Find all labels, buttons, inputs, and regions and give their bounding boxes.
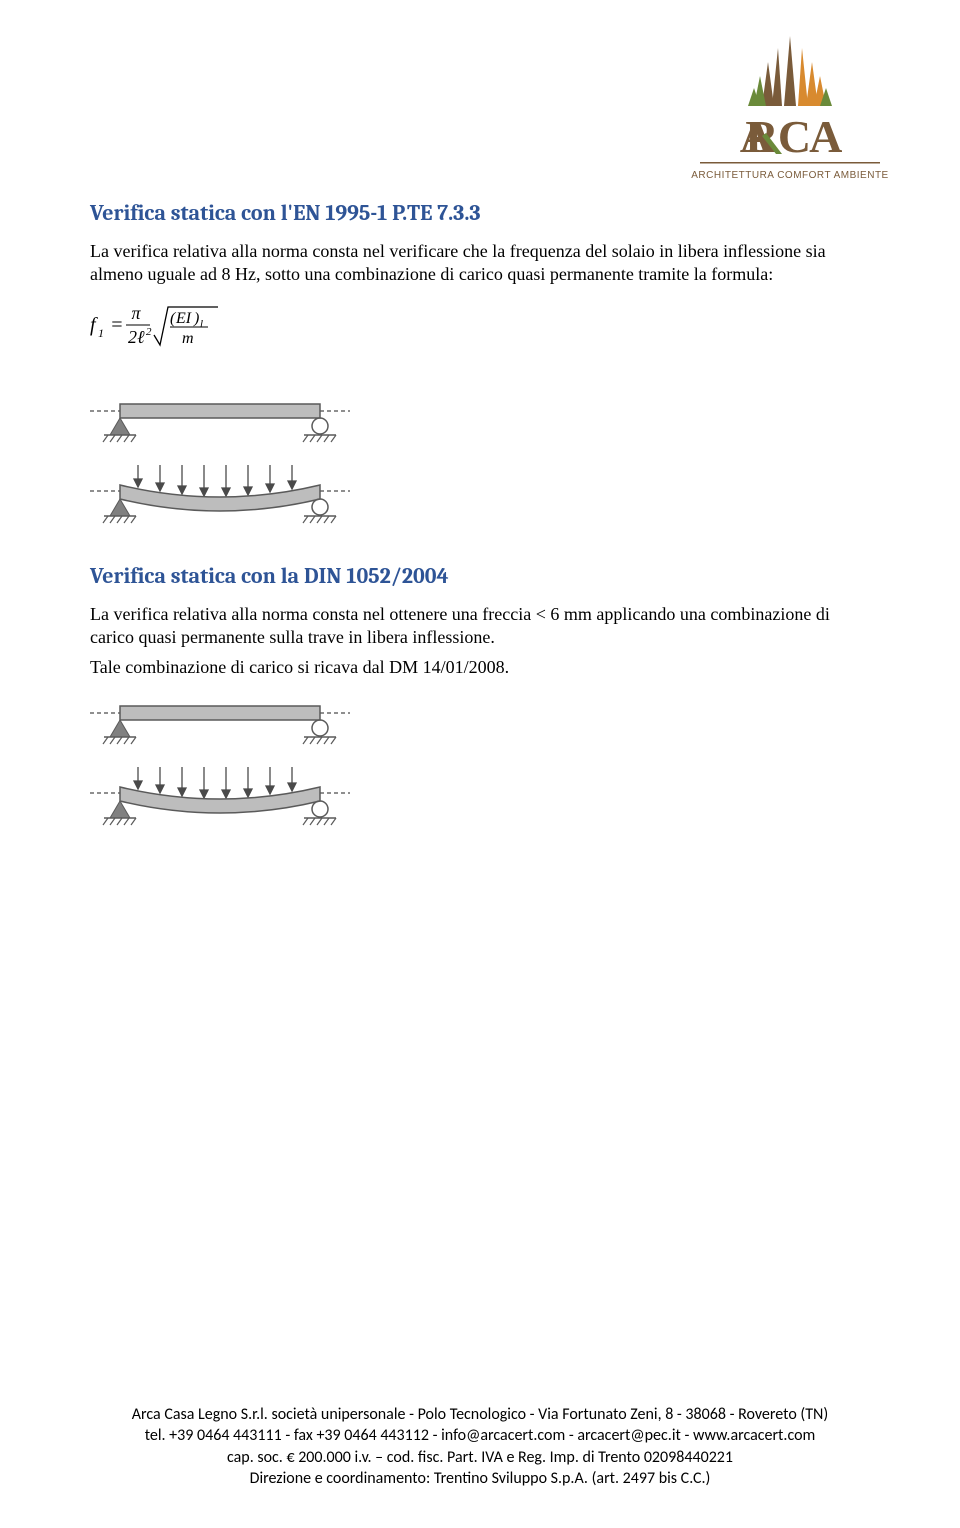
arca-logo: A CA R ARCHITETTURA COMFORT AMBIENTE bbox=[690, 30, 890, 185]
svg-text:1: 1 bbox=[98, 326, 104, 340]
heading-din-1052: Verifica statica con la DIN 1052/2004 bbox=[90, 563, 870, 589]
svg-text:=: = bbox=[110, 314, 124, 336]
section-en-1995: Verifica statica con l'EN 1995-1 P.TE 7.… bbox=[90, 200, 870, 533]
beam-flat-icon bbox=[90, 693, 350, 749]
svg-text:π: π bbox=[131, 303, 141, 323]
svg-text:ℓ: ℓ bbox=[137, 327, 145, 347]
paragraph-en-1995: La verifica relativa alla norma consta n… bbox=[90, 240, 870, 285]
beam-deflected-icon bbox=[90, 763, 350, 835]
svg-text:ARCHITETTURA COMFORT AMBIENTE: ARCHITETTURA COMFORT AMBIENTE bbox=[691, 170, 888, 181]
svg-text:2: 2 bbox=[146, 326, 152, 338]
svg-text:2: 2 bbox=[128, 327, 137, 347]
page-footer: Arca Casa Legno S.r.l. società uniperson… bbox=[0, 1404, 960, 1490]
beam-flat-icon bbox=[90, 391, 350, 447]
footer-line-1: Arca Casa Legno S.r.l. società uniperson… bbox=[0, 1404, 960, 1426]
footer-line-3: cap. soc. € 200.000 i.v. – cod. fisc. Pa… bbox=[0, 1447, 960, 1469]
svg-text:l: l bbox=[200, 318, 203, 330]
paragraph-din-2: Tale combinazione di carico si ricava da… bbox=[90, 656, 870, 679]
svg-text:EI: EI bbox=[175, 310, 192, 327]
footer-line-2: tel. +39 0464 443111 - fax +39 0464 4431… bbox=[0, 1425, 960, 1447]
footer-line-4: Direzione e coordinamento: Trentino Svil… bbox=[0, 1468, 960, 1490]
beam-deflected-icon bbox=[90, 461, 350, 533]
svg-text:f: f bbox=[90, 314, 98, 336]
svg-text:R: R bbox=[745, 111, 779, 162]
section-din-1052: Verifica statica con la DIN 1052/2004 La… bbox=[90, 563, 870, 835]
heading-en-1995: Verifica statica con l'EN 1995-1 P.TE 7.… bbox=[90, 200, 870, 226]
svg-text:): ) bbox=[193, 310, 199, 327]
svg-text:m: m bbox=[182, 330, 194, 347]
paragraph-din-1: La verifica relativa alla norma consta n… bbox=[90, 603, 870, 648]
beam-diagrams-1 bbox=[90, 391, 870, 533]
beam-diagrams-2 bbox=[90, 693, 870, 835]
frequency-formula: f 1 = π 2 ℓ 2 ( EI ) l m bbox=[90, 295, 870, 361]
page: A CA R ARCHITETTURA COMFORT AMBIENTE Ver… bbox=[0, 0, 960, 1528]
